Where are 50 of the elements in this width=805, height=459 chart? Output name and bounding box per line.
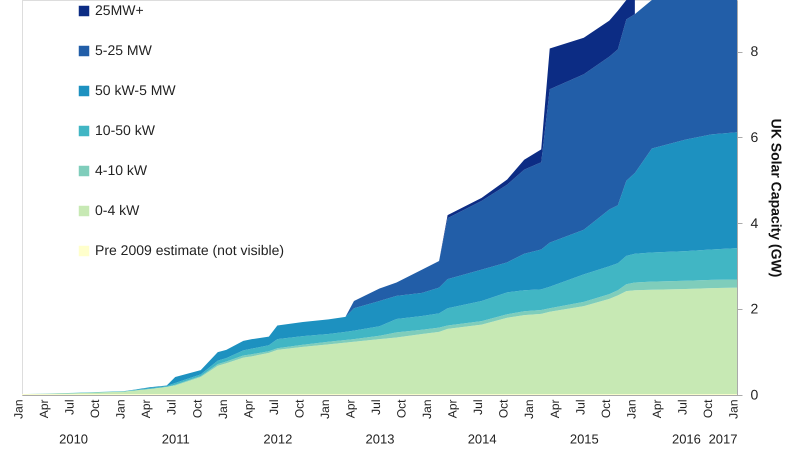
legend-label: 50 kW-5 MW <box>95 82 176 98</box>
y-tick-label: 6 <box>750 128 758 145</box>
x-tick-label: Jan <box>522 400 536 419</box>
y-tick-label: 0 <box>750 386 758 402</box>
x-tick-label: Jan <box>12 400 26 419</box>
x-tick-label: Oct <box>700 398 715 418</box>
legend-label: 0-4 kW <box>95 202 140 218</box>
x-tick-label: Apr <box>650 400 664 418</box>
x-tick-label: Jan <box>624 400 638 419</box>
legend-label: 10-50 kW <box>95 122 156 138</box>
x-tick-label: Oct <box>394 398 409 418</box>
x-tick-label: Oct <box>292 398 306 418</box>
x-tick-label: Jul <box>573 400 588 415</box>
legend-label: 4-10 kW <box>95 162 148 178</box>
x-tick-label: Jul <box>164 400 179 415</box>
x2-tick-label: 2011 <box>162 432 190 446</box>
x-tick-label: Apr <box>241 400 256 418</box>
x-tick-label: Jan <box>420 400 434 419</box>
x-tick-label: Apr <box>139 400 154 418</box>
x2-tick-label: 2012 <box>263 432 292 446</box>
y-tick-label: 2 <box>750 300 758 317</box>
legend-label: 5-25 MW <box>95 42 153 58</box>
x-tick-label: Jan <box>114 400 128 419</box>
x-tick-label: Jul <box>471 400 486 415</box>
x-tick-label: Oct <box>190 398 204 418</box>
x2-tick-label: 2010 <box>59 432 88 446</box>
legend-label: 25MW+ <box>95 2 144 18</box>
x2-tick-label: 2016 <box>672 432 701 446</box>
x2-tick-label: 2017 <box>708 432 738 446</box>
x-tick-label: Jul <box>266 400 281 415</box>
x-tick-label: Apr <box>446 400 460 418</box>
y-tick-label: 8 <box>750 43 758 60</box>
x-tick-label: Oct <box>598 398 613 418</box>
y-tick-label: 4 <box>750 214 758 231</box>
x-tick-label: Oct <box>88 398 102 418</box>
x-tick-label: Oct <box>496 398 511 418</box>
x-tick-label: Jan <box>216 400 230 419</box>
x-tick-label: Jan <box>318 400 332 419</box>
x-tick-label: Jan <box>726 400 740 419</box>
legend-label: Pre 2009 estimate (not visible) <box>95 242 284 258</box>
x2-tick-label: 2015 <box>570 432 599 446</box>
x-tick-label: Jul <box>675 400 690 415</box>
x-tick-label: Apr <box>37 400 52 418</box>
x-tick-label: Apr <box>548 400 562 418</box>
x-tick-label: Apr <box>343 400 358 418</box>
x2-tick-label: 2013 <box>366 432 394 446</box>
x2-tick-label: 2014 <box>468 432 497 446</box>
x-tick-label: Jul <box>369 400 383 415</box>
y-axis-title: UK Solar Capacity (GW) <box>768 118 784 278</box>
x-tick-label: Jul <box>62 400 77 415</box>
